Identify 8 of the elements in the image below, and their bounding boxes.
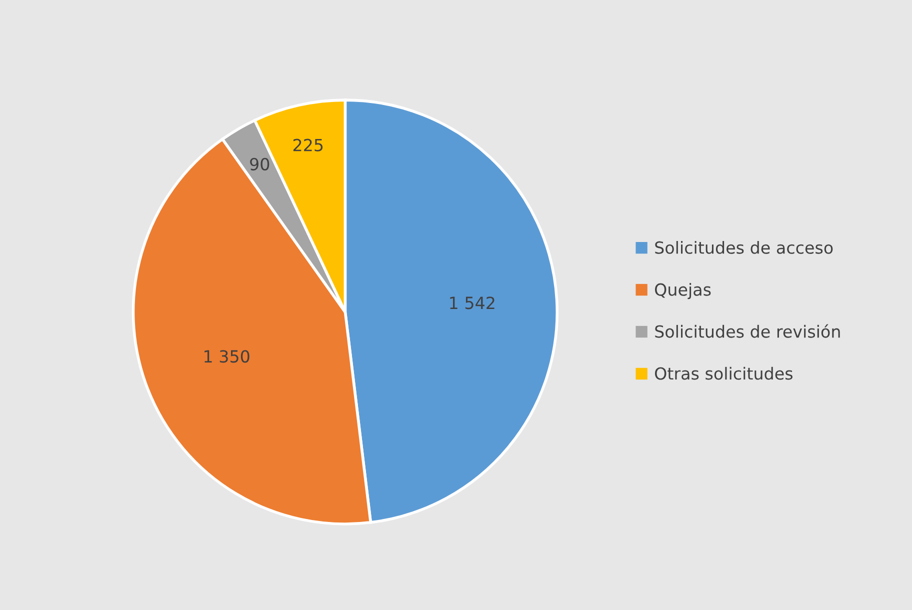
- data-label: 90: [250, 158, 270, 170]
- data-label: 225: [293, 138, 323, 152]
- legend-label: Quejas: [654, 282, 711, 300]
- legend-label: Solicitudes de revisión: [655, 324, 840, 338]
- legend-label: Solicitudes de acceso: [655, 241, 833, 254]
- data-label: 1 350: [204, 350, 250, 363]
- legend-label: Otras solicitudes: [654, 366, 792, 380]
- data-label: 1 542: [450, 296, 494, 310]
